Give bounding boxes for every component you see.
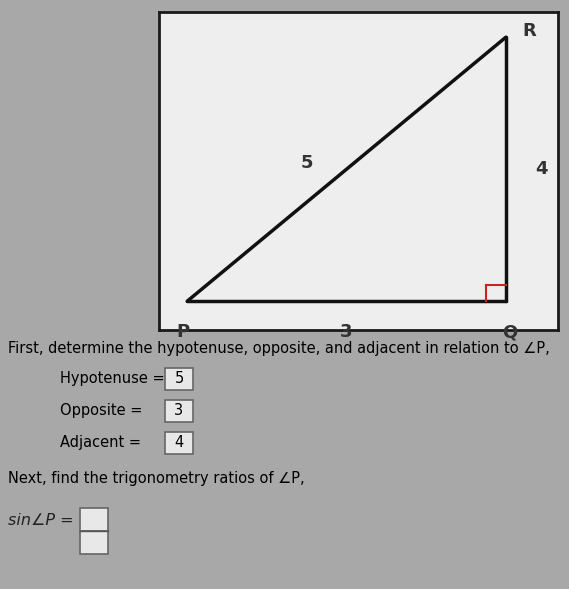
Bar: [165, 432, 193, 454]
Text: 3: 3: [175, 403, 184, 418]
Text: R: R: [523, 22, 537, 40]
Bar: [80, 531, 108, 554]
Text: sin∠P =: sin∠P =: [8, 514, 73, 528]
Bar: [165, 368, 193, 390]
Text: Hypotenuse =: Hypotenuse =: [60, 372, 164, 386]
Text: First, determine the hypotenuse, opposite, and adjacent in relation to ∠P,: First, determine the hypotenuse, opposit…: [8, 341, 550, 356]
Bar: [80, 508, 108, 531]
Text: 4: 4: [535, 160, 548, 178]
Text: P: P: [176, 323, 190, 342]
Text: Next, find the trigonometry ratios of ∠P,: Next, find the trigonometry ratios of ∠P…: [8, 471, 304, 486]
Text: 4: 4: [174, 435, 184, 451]
Text: Adjacent =: Adjacent =: [60, 435, 141, 451]
Text: 3: 3: [340, 323, 353, 342]
Text: Opposite =: Opposite =: [60, 403, 142, 418]
Text: Q: Q: [502, 323, 517, 342]
Text: 5: 5: [300, 154, 313, 172]
Bar: [165, 400, 193, 422]
Text: 5: 5: [174, 372, 184, 386]
